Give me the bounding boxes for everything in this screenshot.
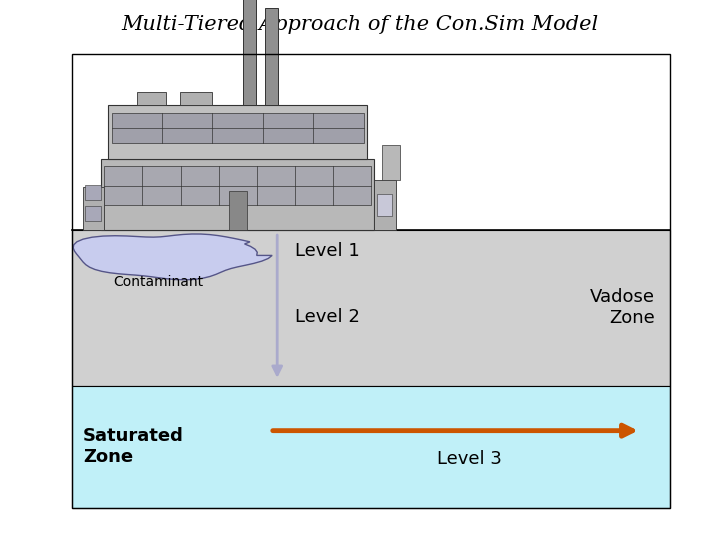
Text: Contaminant: Contaminant <box>113 275 204 289</box>
Bar <box>83 187 104 230</box>
Text: Multi-Tiered Approach of the Con.Sim Model: Multi-Tiered Approach of the Con.Sim Mod… <box>122 15 598 34</box>
Bar <box>72 54 670 508</box>
Bar <box>243 0 256 105</box>
Bar <box>382 145 400 180</box>
Bar <box>72 230 670 386</box>
Text: Level 1: Level 1 <box>295 242 360 260</box>
Bar <box>108 105 367 159</box>
Bar <box>377 194 392 216</box>
Bar <box>85 185 101 200</box>
Bar <box>374 180 396 230</box>
Text: Level 3: Level 3 <box>437 449 503 468</box>
Bar <box>101 159 374 230</box>
Bar <box>85 206 101 221</box>
Bar <box>229 191 246 229</box>
Bar <box>180 92 212 105</box>
Text: Saturated
Zone: Saturated Zone <box>83 428 184 466</box>
Text: Level 2: Level 2 <box>295 308 360 326</box>
Bar <box>112 113 364 143</box>
Bar <box>72 386 670 508</box>
Bar <box>137 92 166 105</box>
Bar <box>265 8 278 105</box>
Text: Vadose
Zone: Vadose Zone <box>590 288 655 327</box>
Polygon shape <box>73 234 272 280</box>
Bar <box>104 166 371 205</box>
